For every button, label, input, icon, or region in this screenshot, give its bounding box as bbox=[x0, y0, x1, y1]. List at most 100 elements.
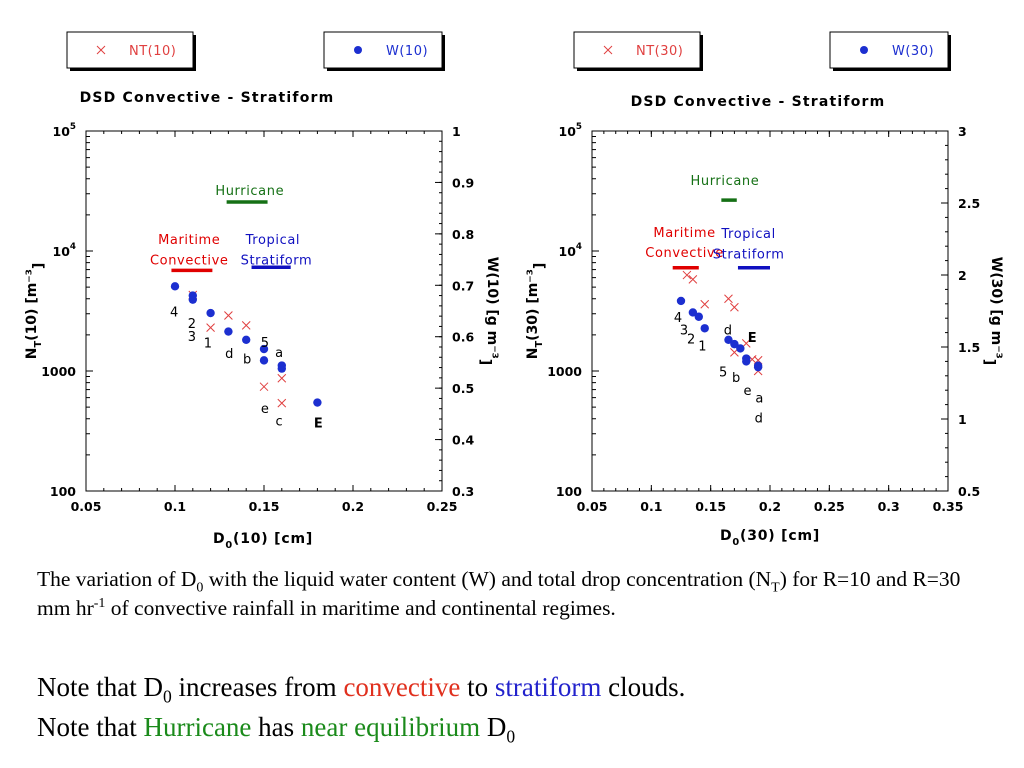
legend-box bbox=[66, 31, 194, 69]
legend-right: W(30) bbox=[829, 31, 951, 71]
nt-point bbox=[206, 323, 215, 332]
point-label: 2 bbox=[188, 317, 196, 332]
legend-label-w: W(30) bbox=[892, 44, 934, 59]
point-label: 3 bbox=[680, 324, 688, 339]
point-label: b bbox=[732, 371, 740, 386]
nt-point bbox=[259, 382, 269, 392]
x-axis-label-rest: (30) [cm] bbox=[740, 528, 820, 544]
y-right-tick-label: 2.5 bbox=[958, 196, 980, 211]
w-point bbox=[206, 308, 215, 318]
w-point bbox=[259, 356, 269, 365]
x-tick-label: 0.15 bbox=[249, 499, 280, 514]
y-right-tick-label: 0.4 bbox=[452, 433, 474, 448]
point-label: 2 bbox=[687, 332, 695, 347]
x-tick-label: 0.2 bbox=[759, 499, 781, 514]
nt-point bbox=[724, 294, 733, 304]
y-left-label-sub: T bbox=[33, 341, 44, 348]
y-right-label-bracket: ] bbox=[477, 359, 493, 365]
y-left-tick-label: 104 bbox=[559, 242, 583, 259]
y-left-tick-label: 105 bbox=[559, 122, 583, 139]
x-tick-label: 0.05 bbox=[71, 499, 102, 514]
legend-left: NT(10) bbox=[66, 31, 196, 71]
annotation-maritime: Maritime bbox=[653, 226, 715, 241]
y-left-tick-label-sup: 4 bbox=[70, 242, 76, 252]
y-left-axis-label: NT(30) [m⁻³] bbox=[525, 263, 548, 359]
scatter-panel-2: NT(30) W(30) DSD Convective - Stratiform 0.… bbox=[525, 31, 1004, 548]
y-right-label-main: W(10) [g m⁻³ bbox=[484, 257, 500, 359]
caption-subscript: 0 bbox=[196, 580, 204, 596]
y-right-tick-label: 1.5 bbox=[958, 340, 980, 355]
point-label: c bbox=[276, 415, 283, 430]
legend-label-nt: NT(30) bbox=[636, 44, 683, 59]
legend-box bbox=[829, 31, 949, 69]
y-left-axis-label-text: NT(30) [m⁻³] bbox=[525, 263, 548, 359]
caption-subscript: T bbox=[771, 580, 780, 596]
annotation-hurricane: Hurricane bbox=[215, 184, 284, 199]
x-tick-label: 0.25 bbox=[427, 499, 458, 514]
y-left-tick-label-main: 1000 bbox=[41, 364, 76, 379]
caption-hurricane-word: Hurricane bbox=[143, 712, 252, 742]
point-label: d bbox=[755, 412, 763, 427]
w-point bbox=[688, 308, 698, 317]
chart-title: DSD Convective - Stratiform bbox=[80, 90, 335, 106]
x-axis-label-main: D bbox=[720, 528, 732, 544]
x-tick-label: 0.1 bbox=[640, 499, 662, 514]
y-left-tick-label: 104 bbox=[53, 242, 77, 259]
nt-point bbox=[241, 321, 251, 330]
plot-frame bbox=[591, 130, 949, 492]
annotation-stratiform: Stratiform bbox=[713, 247, 785, 262]
y-left-label-sub: T bbox=[534, 341, 545, 348]
y-left-tick-label-sup: 4 bbox=[576, 242, 582, 252]
caption-superscript: -1 bbox=[93, 595, 106, 611]
y-left-tick-label-sup: 5 bbox=[576, 122, 582, 132]
y-left-tick-label: 105 bbox=[53, 122, 77, 139]
caption-text: has bbox=[251, 712, 301, 742]
y-left-label-rest: (30) [m⁻³ bbox=[525, 269, 541, 341]
y-left-tick-label: 1000 bbox=[41, 364, 76, 379]
x-tick-label: 0.1 bbox=[164, 499, 186, 514]
y-right-label-main: W(30) [g m⁻³ bbox=[988, 257, 1004, 359]
caption-text: increases from bbox=[171, 672, 344, 702]
y-left-tick-label-main: 10 bbox=[559, 244, 577, 259]
caption-note-hurricane: Note that Hurricane has near equilibrium… bbox=[37, 710, 515, 745]
w-point bbox=[736, 344, 745, 353]
annotation-convective: Convective bbox=[645, 246, 724, 261]
y-right-tick-label: 0.5 bbox=[452, 381, 474, 396]
y-right-axis-label: W(10) [g m⁻³] bbox=[477, 257, 500, 365]
x-tick-label: 0.3 bbox=[878, 499, 900, 514]
y-left-tick-label-main: 100 bbox=[50, 484, 76, 499]
legend-nt-marker bbox=[603, 45, 613, 55]
y-right-tick-label: 0.8 bbox=[452, 227, 474, 242]
legend-w-marker bbox=[354, 46, 362, 54]
scatter-panel-1: NT(10) W(10) DSD Convective - Stratiform 0.… bbox=[24, 31, 500, 551]
caption-description: The variation of D0 with the liquid wate… bbox=[37, 565, 997, 623]
y-right-tick-label: 1 bbox=[958, 412, 967, 427]
x-tick-label: 0.2 bbox=[342, 499, 364, 514]
legend-label-nt: NT(10) bbox=[129, 44, 176, 59]
y-left-label-rest: (10) [m⁻³ bbox=[24, 269, 40, 341]
w-point bbox=[700, 324, 709, 333]
x-axis-label-rest: (10) [cm] bbox=[233, 531, 313, 547]
legend-box bbox=[323, 31, 443, 69]
x-tick-label: 0.05 bbox=[577, 499, 608, 514]
point-label: 1 bbox=[698, 340, 706, 355]
chart-title: DSD Convective - Stratiform bbox=[631, 94, 886, 110]
w-point bbox=[724, 335, 733, 344]
y-right-axis-label-text: W(10) [g m⁻³] bbox=[477, 257, 500, 365]
nt-point bbox=[277, 373, 287, 383]
y-right-tick-label: 0.5 bbox=[958, 484, 980, 499]
point-label: e bbox=[743, 384, 751, 399]
caption-text: Note that D bbox=[37, 672, 163, 702]
y-right-tick-label: 0.3 bbox=[452, 484, 474, 499]
w-point bbox=[242, 335, 251, 344]
y-left-label-bracket: ] bbox=[31, 263, 47, 269]
y-left-label-main: N bbox=[525, 348, 541, 360]
y-left-tick-label: 100 bbox=[50, 484, 76, 499]
y-left-tick-label: 100 bbox=[556, 484, 582, 499]
point-label: 1 bbox=[204, 336, 212, 351]
caption-equilibrium-word: near equilibrium bbox=[300, 712, 481, 742]
w-point bbox=[224, 327, 233, 336]
w-point bbox=[277, 364, 286, 373]
y-right-tick-label: 1 bbox=[452, 124, 461, 139]
point-label: 5 bbox=[719, 365, 727, 380]
